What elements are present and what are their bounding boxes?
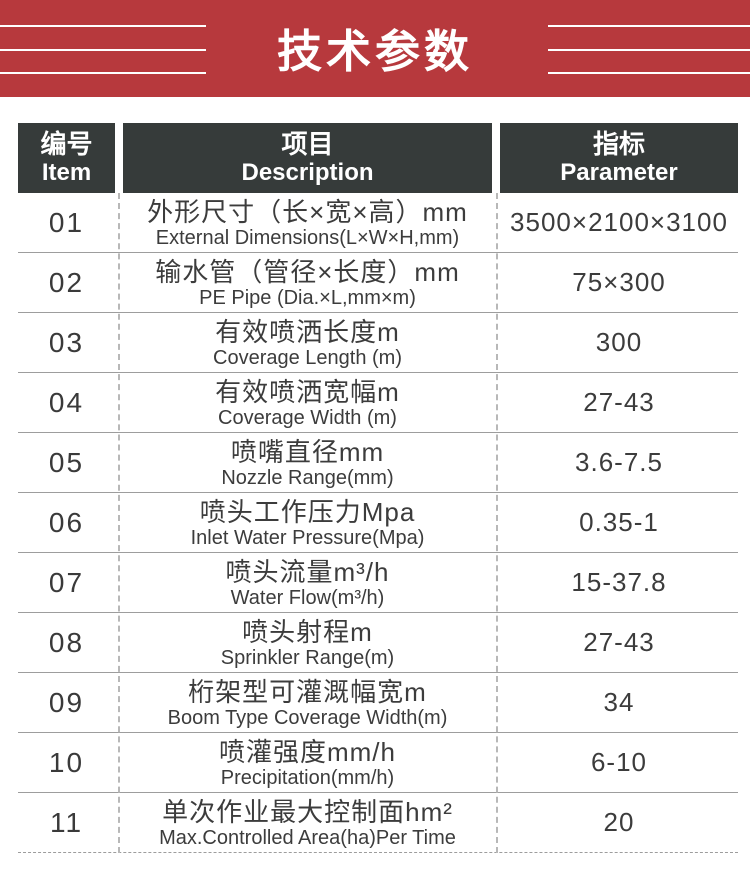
item-number-cell: 03 [48,326,85,358]
table-body: 01 外形尺寸（长×宽×高）mm External Dimensions(L×W… [18,193,738,853]
description-cell: 喷嘴直径mm Nozzle Range(mm) [123,437,492,489]
banner-stripe-left-2 [0,49,206,51]
description-cell: 有效喷洒长度m Coverage Length (m) [123,317,492,369]
col-header-description-en: Description [241,159,374,187]
description-cell: 喷头射程m Sprinkler Range(m) [123,617,492,669]
table-row: 01 外形尺寸（长×宽×高）mm External Dimensions(L×W… [18,193,738,253]
description-en: Max.Controlled Area(ha)Per Time [159,826,456,849]
description-cell: 喷头工作压力Mpa Inlet Water Pressure(Mpa) [123,497,492,549]
column-divider-2 [496,193,498,853]
parameter-cell: 3.6-7.5 [575,447,663,477]
col-header-description-zh: 项目 [281,128,334,159]
description-cell: 输水管（管径×长度）mm PE Pipe (Dia.×L,mm×m) [123,257,492,309]
banner-stripe-right-2 [548,49,750,51]
col-header-item-en: Item [41,159,92,187]
item-number-cell: 08 [48,626,85,658]
parameter-cell: 75×300 [572,267,666,297]
parameter-cell: 27-43 [583,627,655,657]
table-header-row: 编号 Item 项目 Description 指标 Parameter [18,123,738,193]
item-number-cell: 09 [48,686,85,718]
item-number-cell: 10 [48,746,85,778]
column-divider-1 [118,193,120,853]
description-zh: 有效喷洒宽幅m [215,376,400,407]
description-zh: 输水管（管径×长度）mm [155,256,460,287]
parameter-cell: 0.35-1 [579,507,659,537]
item-number-cell: 01 [48,206,85,238]
table-row: 03 有效喷洒长度m Coverage Length (m) 300 [18,313,738,373]
description-cell: 喷灌强度mm/h Precipitation(mm/h) [123,737,492,789]
description-zh: 桁架型可灌溉幅宽m [188,676,427,707]
description-zh: 外形尺寸（长×宽×高）mm [147,196,468,227]
banner-stripe-left-1 [0,25,206,27]
col-header-description: 项目 Description [123,123,492,193]
description-zh: 单次作业最大控制面hm² [162,796,453,827]
item-number-cell: 06 [48,506,85,538]
col-header-item: 编号 Item [18,123,115,193]
banner-stripe-left-3 [0,72,206,74]
col-header-item-zh: 编号 [40,128,93,159]
table-row: 06 喷头工作压力Mpa Inlet Water Pressure(Mpa) 0… [18,493,738,553]
description-en: External Dimensions(L×W×H,mm) [155,226,460,249]
banner-stripe-right-3 [548,72,750,74]
description-en: PE Pipe (Dia.×L,mm×m) [199,286,416,309]
description-en: Boom Type Coverage Width(m) [167,706,448,729]
table-row: 11 单次作业最大控制面hm² Max.Controlled Area(ha)P… [18,793,738,853]
description-en: Coverage Length (m) [213,346,402,369]
description-zh: 有效喷洒长度m [215,316,400,347]
col-header-parameter: 指标 Parameter [500,123,738,193]
item-number-cell: 02 [48,266,85,298]
title-banner: 技术参数 [0,0,750,97]
table-row: 08 喷头射程m Sprinkler Range(m) 27-43 [18,613,738,673]
parameter-cell: 6-10 [590,747,648,777]
parameter-cell: 27-43 [583,387,655,417]
description-zh: 喷头工作压力Mpa [199,496,416,527]
table-row: 09 桁架型可灌溉幅宽m Boom Type Coverage Width(m)… [18,673,738,733]
description-en: Water Flow(m³/h) [230,586,385,609]
description-zh: 喷嘴直径mm [230,436,385,467]
description-en: Nozzle Range(mm) [221,466,394,489]
table-row: 07 喷头流量m³/h Water Flow(m³/h) 15-37.8 [18,553,738,613]
description-zh: 喷头流量m³/h [225,556,390,587]
parameter-cell: 34 [603,687,635,717]
banner-stripe-right-1 [548,25,750,27]
description-cell: 桁架型可灌溉幅宽m Boom Type Coverage Width(m) [123,677,492,729]
description-en: Inlet Water Pressure(Mpa) [190,526,425,549]
table-row: 04 有效喷洒宽幅m Coverage Width (m) 27-43 [18,373,738,433]
col-header-parameter-en: Parameter [560,159,678,187]
description-en: Precipitation(mm/h) [220,766,395,789]
item-number-cell: 11 [49,806,84,838]
spec-table: 编号 Item 项目 Description 指标 Parameter 01 外… [18,123,738,853]
description-zh: 喷灌强度mm/h [218,736,396,767]
description-cell: 喷头流量m³/h Water Flow(m³/h) [123,557,492,609]
item-number-cell: 05 [48,446,85,478]
description-cell: 外形尺寸（长×宽×高）mm External Dimensions(L×W×H,… [123,197,492,249]
table-row: 05 喷嘴直径mm Nozzle Range(mm) 3.6-7.5 [18,433,738,493]
col-header-parameter-zh: 指标 [592,128,645,159]
table-row: 02 输水管（管径×长度）mm PE Pipe (Dia.×L,mm×m) 75… [18,253,738,313]
description-en: Coverage Width (m) [218,406,397,429]
parameter-cell: 3500×2100×3100 [510,207,728,237]
description-zh: 喷头射程m [242,616,373,647]
parameter-cell: 300 [595,327,643,357]
page-title: 技术参数 [276,25,473,77]
table-row: 10 喷灌强度mm/h Precipitation(mm/h) 6-10 [18,733,738,793]
parameter-cell: 20 [603,807,635,837]
item-number-cell: 04 [48,386,85,418]
description-cell: 单次作业最大控制面hm² Max.Controlled Area(ha)Per … [123,797,492,849]
item-number-cell: 07 [48,566,85,598]
description-en: Sprinkler Range(m) [220,646,395,669]
parameter-cell: 15-37.8 [571,567,667,597]
description-cell: 有效喷洒宽幅m Coverage Width (m) [123,377,492,429]
